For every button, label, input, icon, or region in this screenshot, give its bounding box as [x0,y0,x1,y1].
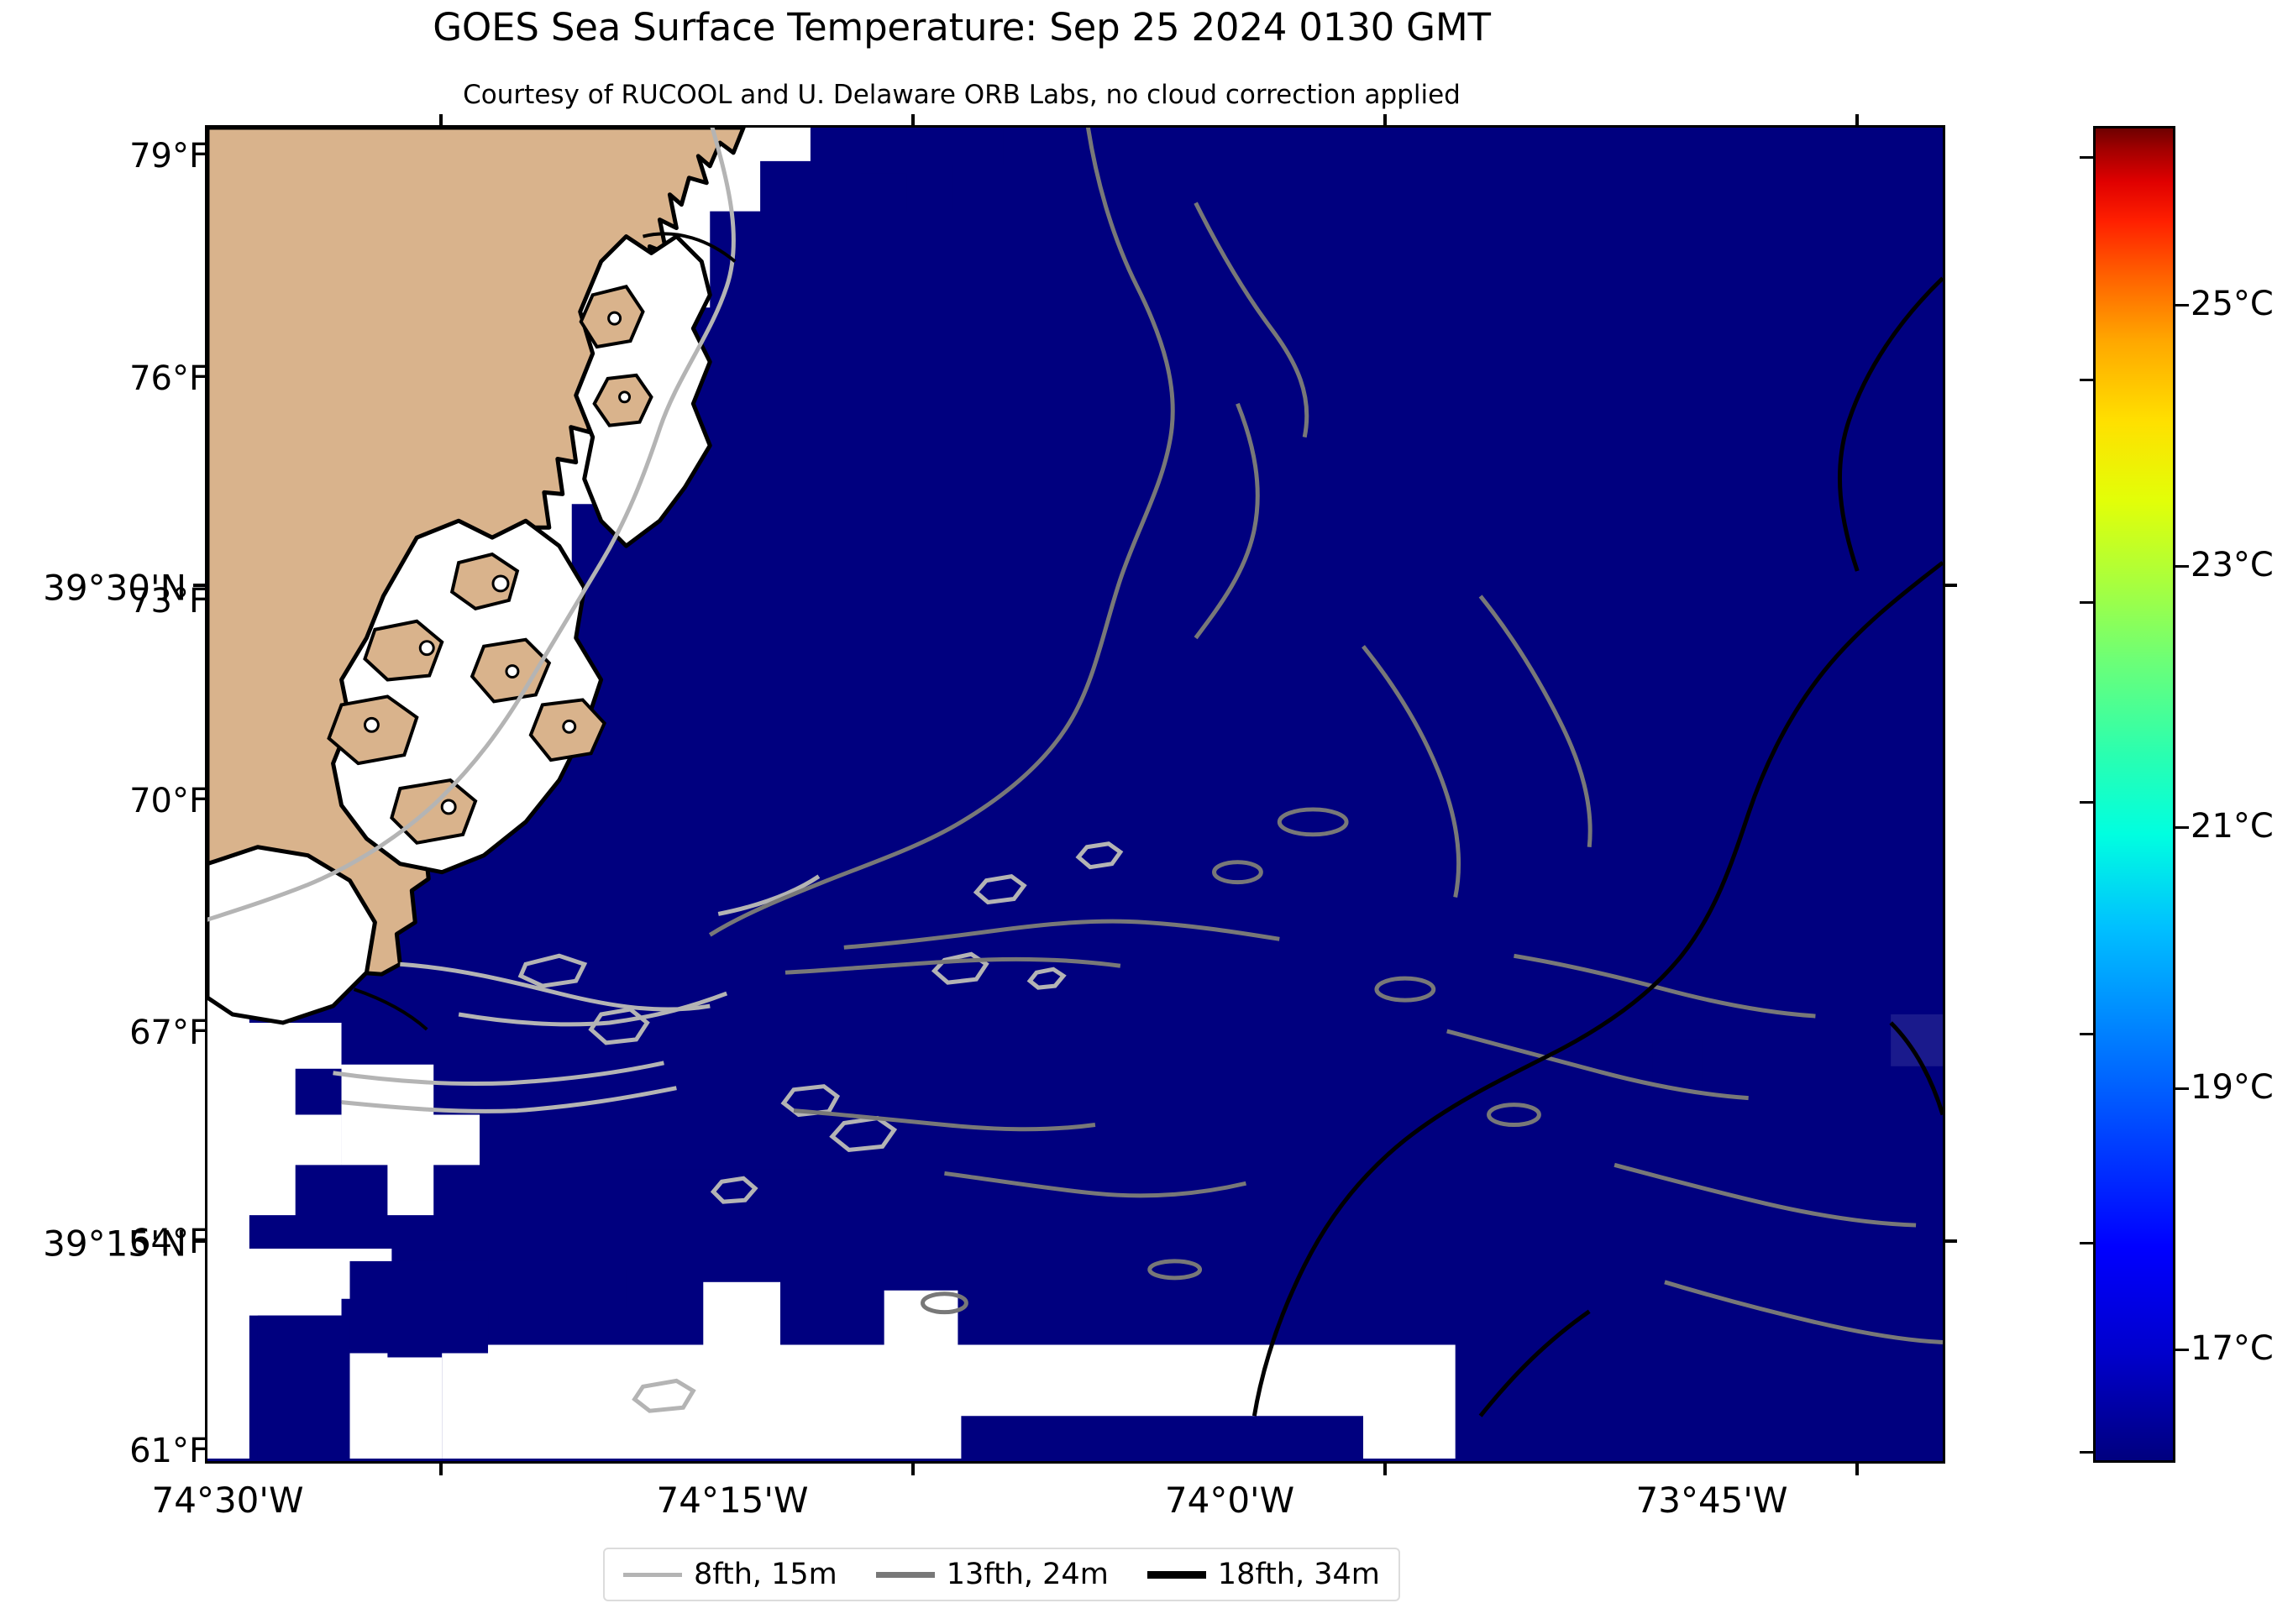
cb-c-tick-21 [2175,826,2189,829]
bathymetry-legend[interactable]: 8fth, 15m 13fth, 24m 18fth, 34m [603,1548,1400,1601]
cb-c-label-25: 25°C [2191,285,2274,323]
x-tick-label-1: 74°15'W [656,1480,809,1521]
x-tick-1 [911,1464,915,1475]
cb-f-label-76: 76°F [129,359,208,398]
x-tick-2 [1383,1464,1387,1475]
cb-c-label-17: 17°C [2191,1329,2274,1368]
page-title: GOES Sea Surface Temperature: Sep 25 202… [433,5,1491,50]
cb-c-label-19: 19°C [2191,1068,2274,1107]
cb-f-tick-79 [2080,156,2093,159]
x-tick-top-3 [1855,114,1859,126]
cb-f-tick-70 [2080,801,2093,804]
cb-f-tick-73 [2080,601,2093,604]
x-tick-top-0 [439,114,443,126]
x-tick-label-0: 74°30'W [151,1480,304,1521]
colorbar[interactable] [2093,126,2175,1463]
x-tick-3 [1855,1464,1859,1475]
x-tick-0 [439,1464,443,1475]
cb-c-tick-17 [2175,1349,2189,1351]
cb-c-tick-25 [2175,304,2189,306]
y-tick-label-1: 39°15'N [43,1223,186,1265]
cb-f-tick-61 [2080,1451,2093,1454]
sst-patch-tiles [257,1169,811,1459]
contour-18fth-layer [1251,276,1943,1417]
y-tick-label-0: 39°30'N [43,567,186,609]
cb-f-label-73: 73°F [129,582,208,621]
cb-f-label-70: 70°F [129,782,208,820]
legend-label-8fth: 8fth, 15m [694,1557,837,1591]
y-tick-0 [193,584,205,587]
legend-line-13fth [875,1571,935,1578]
cb-f-label-67: 67°F [129,1014,208,1052]
legend-item-8fth[interactable]: 8fth, 15m [623,1557,837,1591]
contour-13fth-layer [708,128,1943,1345]
cb-c-tick-23 [2175,565,2189,568]
x-tick-label-3: 73°45'W [1635,1480,1788,1521]
cb-f-label-61: 61°F [129,1432,208,1470]
x-tick-label-2: 74°0'W [1164,1480,1295,1521]
cb-f-tick-64 [2080,1242,2093,1244]
y-tick-right-0 [1945,584,1957,587]
cb-c-label-21: 21°C [2191,807,2274,846]
legend-label-13fth: 13fth, 24m [946,1557,1109,1591]
cb-f-label-64: 64°F [129,1223,208,1261]
cb-f-label-79: 79°F [129,137,208,175]
cb-f-tick-76 [2080,379,2093,381]
sst-map-svg[interactable] [207,128,1943,1461]
cb-c-label-23: 23°C [2191,546,2274,584]
cb-c-tick-19 [2175,1087,2189,1090]
legend-item-13fth[interactable]: 13fth, 24m [875,1557,1109,1591]
legend-line-18fth [1146,1570,1206,1579]
y-tick-1 [193,1239,205,1243]
legend-item-18fth[interactable]: 18fth, 34m [1146,1557,1380,1591]
page-subtitle: Courtesy of RUCOOL and U. Delaware ORB L… [463,80,1461,110]
x-tick-top-1 [911,114,915,126]
map-plot-area[interactable] [205,125,1945,1464]
legend-line-8fth [623,1572,682,1577]
legend-label-18fth: 18fth, 34m [1217,1557,1380,1591]
y-tick-right-1 [1945,1239,1957,1243]
x-tick-top-2 [1383,114,1387,126]
coastline-detail [353,232,737,1031]
contour-8fth-layer [207,128,1124,1413]
land-layer [207,128,746,1025]
cb-f-tick-67 [2080,1033,2093,1035]
